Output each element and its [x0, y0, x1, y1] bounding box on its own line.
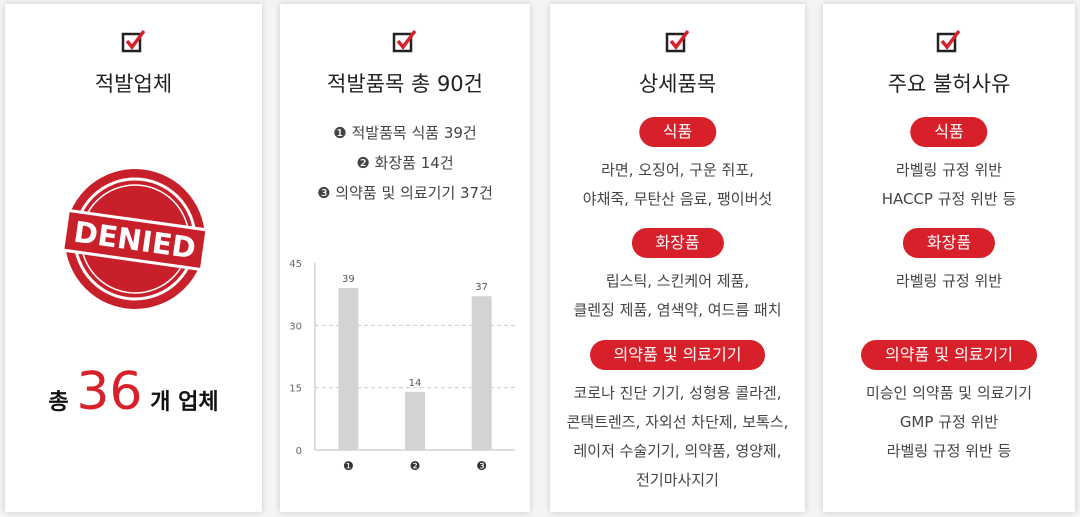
card-reasons: 주요 불허사유 식품 라벨링 규정 위반 HACCP 규정 위반 등 화장품 라벨링 규…: [823, 4, 1075, 512]
section-label: 식품: [638, 117, 717, 147]
section-label: 화장품: [631, 228, 724, 258]
card-title: 적발업체: [94, 72, 173, 96]
card-title: 상세품목: [638, 72, 717, 96]
section-label: 의약품 및 의료기기: [589, 340, 766, 370]
total-prefix: 총: [48, 390, 69, 415]
section-line: 코로나 진단 기기, 성형용 콜라겐,: [573, 384, 782, 402]
item-line: ❶ 적발품목 식품 39건: [333, 124, 477, 142]
section-line: 립스틱, 스킨케어 제품,: [605, 272, 750, 290]
section-line: 라면, 오징어, 구운 쥐포,: [601, 161, 754, 179]
bar: [471, 296, 492, 450]
data-label: 37: [475, 282, 488, 293]
section-line: 라벨링 규정 위반 등: [886, 442, 1012, 460]
total-count: 36: [76, 362, 143, 422]
section-line: 레이저 수술기기, 의약품, 영양제,: [573, 442, 782, 460]
y-tick-label: 0: [296, 446, 302, 457]
section-line: 미승인 의약품 및 의료기기: [865, 384, 1033, 402]
card-items: 적발품목 총 90건 ❶ 적발품목 식품 39건 ❷ 화장품 14건 ❸ 의약품 및…: [280, 4, 530, 512]
section-line: 라벨링 규정 위반: [895, 161, 1003, 179]
bar: [405, 391, 425, 450]
x-tick-label: ❶: [343, 459, 354, 473]
total-line: 총 36 개 업체: [5, 362, 262, 422]
check-icon: [392, 29, 417, 53]
section-line: HACCP 규정 위반 등: [881, 190, 1017, 208]
section-line: 콘택트렌즈, 자외선 차단제, 보톡스,: [566, 413, 789, 431]
section-line: 클렌징 제품, 염색약, 여드름 패치: [573, 301, 782, 319]
card-title: 주요 불허사유: [887, 72, 1011, 96]
card-companies: 적발업체 DENIED 총 36 개 업체: [5, 4, 262, 512]
section-label: 의약품 및 의료기기: [861, 340, 1037, 370]
section-line: GMP 규정 위반: [899, 413, 999, 431]
check-icon: [121, 29, 145, 53]
section-line: 전기마사지기: [636, 471, 719, 489]
x-tick-label: ❷: [410, 459, 421, 473]
y-tick-label: 30: [289, 321, 302, 332]
check-icon: [936, 29, 961, 53]
total-suffix: 개 업체: [150, 390, 219, 415]
check-icon: [665, 29, 689, 53]
section-line: 라벨링 규정 위반: [895, 272, 1003, 290]
x-tick-label: ❸: [476, 459, 487, 473]
data-label: 14: [409, 378, 422, 389]
denied-stamp: DENIED: [61, 169, 209, 309]
data-label: 39: [342, 274, 355, 285]
item-line: ❸ 의약품 및 의료기기 37건: [317, 184, 493, 202]
bar: [338, 287, 359, 450]
section-line: 야채죽, 무탄산 음료, 팽이버섯: [582, 190, 773, 208]
bar-chart: 0 15 30 45 ❶ 39 ❷ 14 ❸ 37: [289, 259, 515, 473]
section-label: 식품: [910, 117, 988, 147]
y-tick-label: 15: [289, 384, 302, 395]
section-label: 화장품: [902, 228, 996, 258]
y-tick-label: 45: [289, 259, 302, 270]
card-title: 적발품목 총 90건: [327, 72, 483, 96]
item-line: ❷ 화장품 14건: [356, 154, 454, 172]
